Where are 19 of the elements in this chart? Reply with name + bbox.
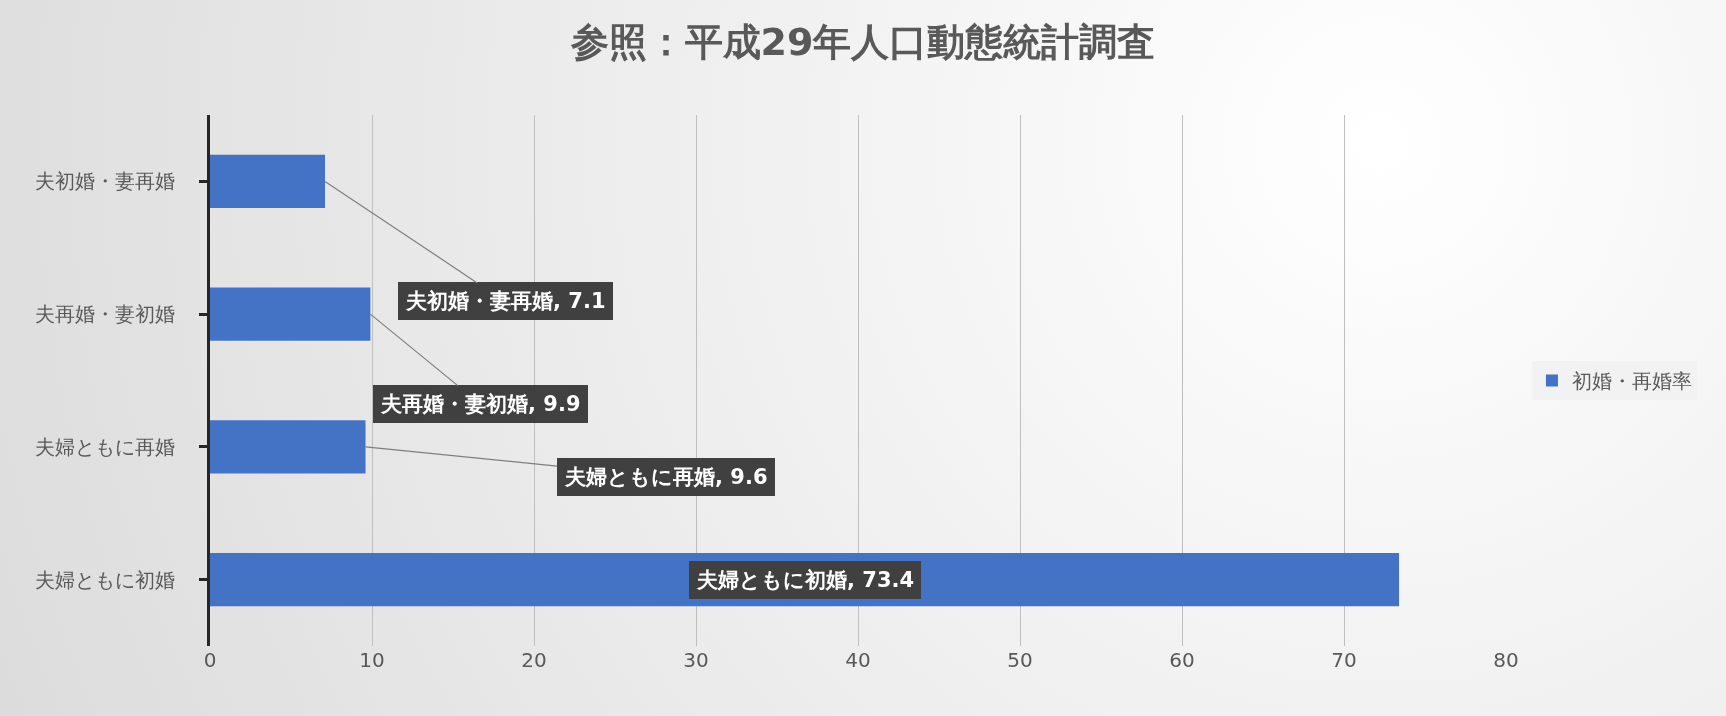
legend-label: 初婚・再婚率 <box>1571 369 1692 394</box>
data-label: 夫再婚・妻初婚, 9.9 <box>380 392 581 416</box>
y-tick-label: 夫初婚・妻再婚 <box>35 169 176 194</box>
x-tick-label: 80 <box>1493 648 1519 672</box>
x-tick-label: 70 <box>1331 648 1357 672</box>
y-tick-label: 夫再婚・妻初婚 <box>35 302 176 327</box>
x-tick-label: 30 <box>683 648 709 672</box>
chart-title: 参照：平成29年人口動態統計調査 <box>569 20 1156 65</box>
x-tick-label: 0 <box>203 648 217 672</box>
x-tick-label: 50 <box>1007 648 1033 672</box>
x-tick-label: 10 <box>359 648 385 672</box>
x-tick-label: 40 <box>845 648 871 672</box>
x-tick-label: 20 <box>521 648 547 672</box>
data-label: 夫婦ともに初婚, 73.4 <box>696 568 915 592</box>
x-tick-label: 60 <box>1169 648 1195 672</box>
y-tick-label: 夫婦ともに初婚 <box>35 567 176 592</box>
data-label: 夫初婚・妻再婚, 7.1 <box>405 289 606 313</box>
y-tick-label: 夫婦ともに再婚 <box>35 434 176 459</box>
data-label: 夫婦ともに再婚, 9.6 <box>564 465 768 489</box>
